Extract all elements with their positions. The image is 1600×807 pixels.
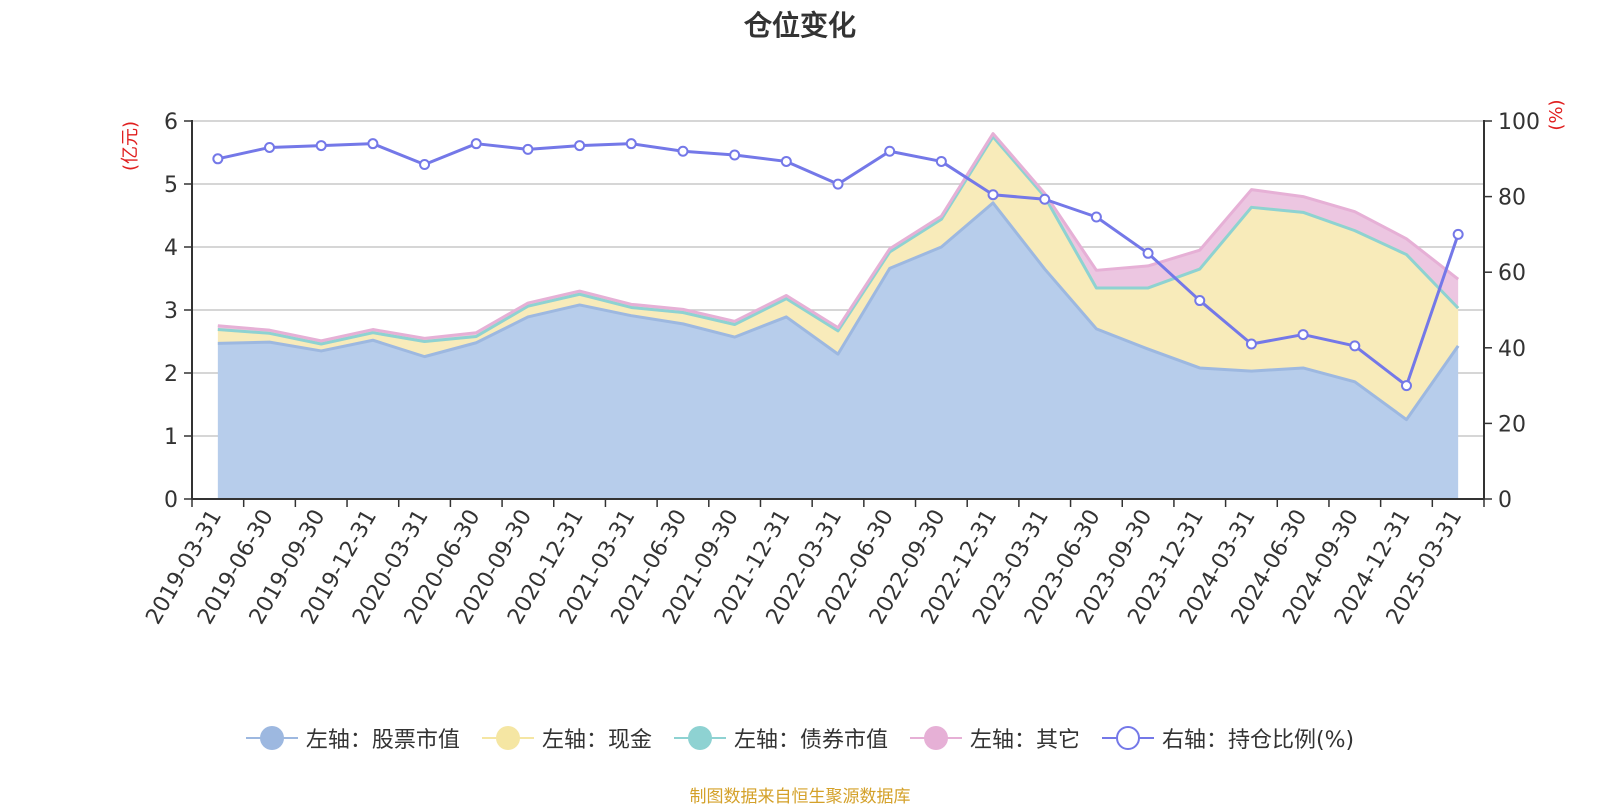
ratio-point [367,138,379,150]
legend-swatch-icon [909,724,962,752]
legend-item[interactable]: 左轴：债券市值 [673,722,888,754]
ratio-point [780,155,792,167]
ratio-point [677,145,689,157]
y-left-tick-label: 3 [164,299,178,324]
area-line-0 [217,201,1460,422]
ratio-point [419,158,431,170]
legend-label: 左轴：现金 [541,728,652,753]
legend-swatch-dot [495,726,520,750]
chart-title: 仓位变化 [743,9,856,42]
legend-swatch-dot [923,726,948,750]
y-left-axis-label: (亿元) [120,121,141,171]
legend-item[interactable]: 左轴：现金 [481,722,652,754]
ratio-point [1194,295,1206,307]
y-left-tick-label: 6 [164,110,178,135]
area-0 [217,202,1459,499]
ratio-point [832,178,844,190]
y-right-tick-label: 40 [1498,337,1526,362]
legend-swatch-dot [259,726,284,750]
ratio-point [1245,338,1257,350]
legend-swatch-icon [1101,724,1154,752]
y-left-tick-label: 0 [164,488,178,513]
ratio-point [935,155,947,167]
area-line-3 [217,132,1460,343]
y-left-tick-label: 5 [164,173,178,198]
ratio-point [522,143,534,155]
legend-item[interactable]: 左轴：其它 [909,722,1080,754]
y-right-tick-label: 20 [1498,412,1526,437]
legend-label: 左轴：债券市值 [733,728,888,753]
legend-label: 右轴：持仓比例(%) [1161,728,1355,753]
legend-label: 左轴：其它 [969,728,1080,753]
legend: 左轴：股票市值 左轴：现金 左轴：债券市值 左轴：其它 右轴：持仓比例(%) [0,722,1600,754]
ratio-point [884,145,896,157]
ratio-points [212,138,1464,392]
y-right-axis-label: (%) [1546,99,1567,130]
ratio-point [1090,211,1102,223]
ratio-point [1039,193,1051,205]
y-right-tick-label: 60 [1498,261,1526,286]
area-line-2 [217,135,1460,346]
ratio-point [625,138,637,150]
y-left-tick-label: 4 [164,236,178,261]
legend-item[interactable]: 左轴：股票市值 [245,722,460,754]
ratio-point [470,138,482,150]
legend-swatch-icon [245,724,298,752]
ratio-point [315,140,327,152]
legend-item[interactable]: 右轴：持仓比例(%) [1101,722,1355,754]
ratio-point [729,149,741,161]
legend-swatch-icon [673,724,726,752]
legend-label: 左轴：股票市值 [305,728,460,753]
ratio-point [574,140,586,152]
y-right-tick-label: 0 [1498,488,1512,513]
y-left-tick-label: 1 [164,425,178,450]
ratio-point [987,189,999,201]
y-right-tick-label: 100 [1498,110,1540,135]
legend-swatch-dot [1115,726,1140,750]
ratio-point [1142,247,1154,259]
ratio-point [1349,340,1361,352]
ratio-point [1452,228,1464,240]
y-left-tick-label: 2 [164,362,178,387]
legend-swatch-icon [481,724,534,752]
ratio-point [1297,329,1309,341]
source-note: 制图数据来自恒生聚源数据库 [689,787,911,807]
ratio-point [264,141,276,153]
ratio-point [212,153,224,165]
y-right-tick-label: 80 [1498,186,1526,211]
legend-swatch-dot [687,726,712,750]
ratio-point [1400,380,1412,392]
